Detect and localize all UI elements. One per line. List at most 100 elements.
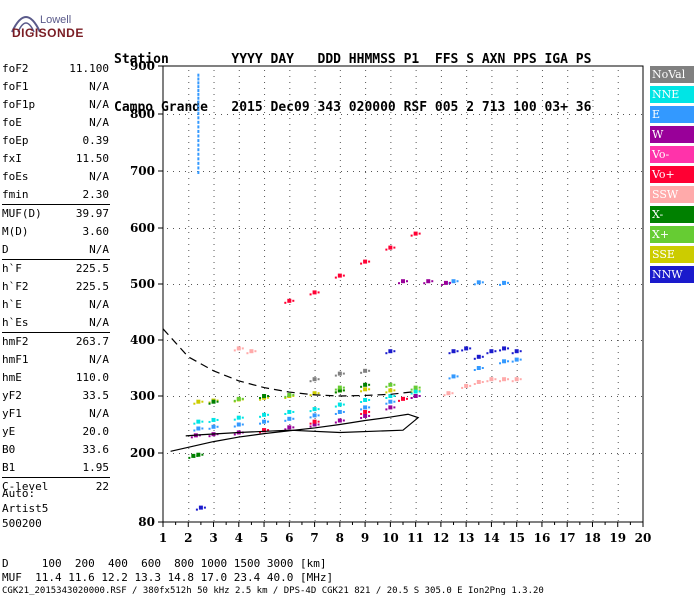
grid-dot xyxy=(188,418,190,419)
grid-dot xyxy=(339,88,341,89)
grid-dot xyxy=(581,228,582,229)
grid-dot xyxy=(239,340,240,341)
grid-dot xyxy=(629,228,630,229)
grid-dot xyxy=(314,466,316,467)
data-point-fragment xyxy=(385,352,388,355)
grid-dot xyxy=(415,502,417,503)
grid-dot xyxy=(567,196,569,197)
grid-dot xyxy=(365,430,367,431)
grid-dot xyxy=(431,171,432,172)
grid-dot xyxy=(173,114,174,115)
grid-dot xyxy=(539,171,540,172)
grid-dot xyxy=(188,88,190,89)
grid-dot xyxy=(466,106,468,107)
grid-dot xyxy=(443,114,444,115)
grid-dot xyxy=(407,453,408,454)
grid-dot xyxy=(516,160,518,161)
grid-dot xyxy=(466,496,468,497)
data-point xyxy=(236,396,241,401)
grid-dot xyxy=(557,171,558,172)
grid-dot xyxy=(213,232,215,233)
grid-dot xyxy=(188,262,190,263)
grid-dot xyxy=(377,284,378,285)
grid-dot xyxy=(213,184,215,185)
grid-dot xyxy=(491,190,493,191)
grid-dot xyxy=(188,514,190,515)
grid-dot xyxy=(289,274,291,275)
grid-dot xyxy=(314,244,316,245)
grid-dot xyxy=(415,496,417,497)
grid-dot xyxy=(213,322,215,323)
grid-dot xyxy=(213,280,215,281)
grid-dot xyxy=(617,316,619,317)
data-point-fragment xyxy=(481,281,484,284)
grid-dot xyxy=(209,396,210,397)
grid-dot xyxy=(419,228,420,229)
grid-dot xyxy=(339,190,341,191)
x-tick-label: 13 xyxy=(458,531,475,545)
grid-dot xyxy=(516,136,518,137)
grid-dot xyxy=(617,106,619,107)
grid-dot xyxy=(213,334,215,335)
grid-dot xyxy=(314,94,316,95)
grid-dot xyxy=(269,284,270,285)
grid-dot xyxy=(593,114,594,115)
grid-dot xyxy=(449,340,450,341)
grid-dot xyxy=(383,453,384,454)
grid-dot xyxy=(567,514,569,515)
grid-dot xyxy=(197,228,198,229)
grid-dot xyxy=(533,396,534,397)
grid-dot xyxy=(617,340,618,341)
grid-dot xyxy=(167,171,168,172)
grid-dot xyxy=(264,154,266,155)
grid-dot xyxy=(390,382,392,383)
grid-dot xyxy=(314,238,316,239)
data-point-fragment xyxy=(499,380,502,383)
grid-dot xyxy=(635,171,636,172)
grid-dot xyxy=(617,118,619,119)
data-point-fragment xyxy=(418,389,421,392)
data-point-fragment xyxy=(259,398,262,401)
grid-dot xyxy=(213,190,215,191)
data-point xyxy=(443,280,448,285)
grid-dot xyxy=(467,171,468,172)
grid-dot xyxy=(339,310,341,311)
grid-dot xyxy=(188,154,190,155)
data-point-fragment xyxy=(360,262,363,265)
grid-dot xyxy=(289,358,291,359)
grid-dot xyxy=(551,171,552,172)
grid-dot xyxy=(587,171,588,172)
grid-dot xyxy=(251,340,252,341)
grid-dot xyxy=(569,284,570,285)
grid-dot xyxy=(541,244,543,245)
grid-dot xyxy=(407,396,408,397)
grid-dot xyxy=(413,340,414,341)
grid-dot xyxy=(466,304,468,305)
grid-dot xyxy=(365,208,367,209)
grid-dot xyxy=(592,406,594,407)
grid-dot xyxy=(592,460,594,461)
grid-dot xyxy=(264,82,266,83)
grid-dot xyxy=(533,340,534,341)
grid-dot xyxy=(466,478,468,479)
grid-dot xyxy=(629,171,630,172)
grid-dot xyxy=(188,394,190,395)
data-point-fragment xyxy=(259,397,262,399)
grid-dot xyxy=(440,70,442,71)
grid-dot xyxy=(592,298,594,299)
grid-dot xyxy=(314,298,316,299)
grid-dot xyxy=(592,244,594,245)
grid-dot xyxy=(213,460,215,461)
grid-dot xyxy=(587,114,588,115)
data-point-fragment xyxy=(246,352,249,355)
grid-dot xyxy=(567,280,569,281)
grid-dot xyxy=(264,244,266,245)
grid-dot xyxy=(563,171,564,172)
grid-dot xyxy=(491,244,493,245)
grid-dot xyxy=(541,196,543,197)
data-point-fragment xyxy=(393,395,396,397)
param-row: foEs N/A xyxy=(2,168,112,186)
grid-dot xyxy=(339,460,341,461)
grid-dot xyxy=(365,376,367,377)
grid-dot xyxy=(339,484,341,485)
